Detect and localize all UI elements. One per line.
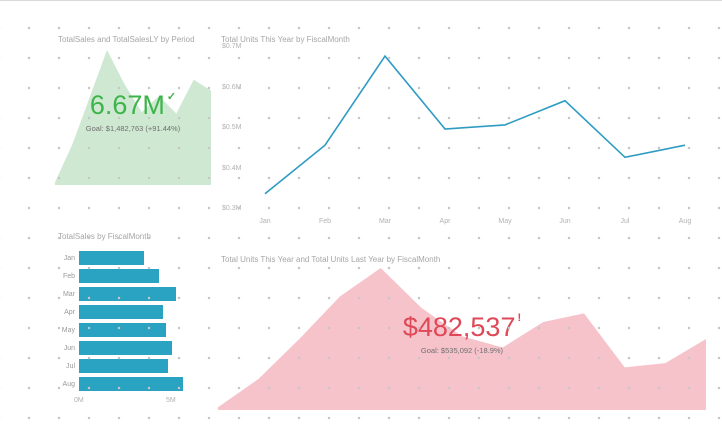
bar-category-label: Jul [66, 362, 75, 370]
x-axis-tick-label: Mar [378, 218, 392, 225]
tile-title: TotalSales and TotalSalesLY by Period [58, 35, 195, 44]
kpi-value-block: $482,537! Goal: $535,092 (-18.9%) [218, 312, 706, 355]
bar-row: Apr [55, 303, 215, 321]
bar-apr[interactable] [79, 305, 163, 319]
kpi-value-block: 6.67M ✓ Goal: $1,482,763 (+91.44%) [55, 90, 211, 133]
x-axis-tick-label: 5M [166, 397, 176, 404]
y-axis-tick-label: $0.3M [222, 205, 242, 212]
y-axis-tick-label: $0.5M [222, 124, 242, 131]
bar-jul[interactable] [79, 359, 169, 373]
kpi-totalsales-tile[interactable]: TotalSales and TotalSalesLY by Period 6.… [55, 28, 211, 189]
bar-category-label: Jun [63, 344, 75, 352]
y-axis-tick-label: $0.4M [222, 164, 242, 172]
bar-x-axis: 0M 5M [55, 397, 215, 407]
tile-title: Total Units This Year and Total Units La… [221, 255, 441, 264]
y-axis-tick-label: $0.6M [222, 83, 242, 91]
x-axis-tick-label: May [498, 218, 512, 225]
bar-category-label: Mar [62, 290, 75, 298]
x-axis-tick-label: Aug [678, 218, 692, 225]
x-axis-tick-label: 0M [74, 397, 84, 404]
kpi-value: $482,537 [402, 312, 516, 342]
bar-mar[interactable] [79, 287, 176, 301]
bar-row: Jul [55, 357, 215, 375]
bar-chart-plot: Jan Feb Mar Apr May Jun Jul Aug [55, 249, 215, 393]
bar-feb[interactable] [79, 269, 159, 283]
kpi-goal-text: Goal: $535,092 (-18.9%) [420, 346, 504, 355]
bar-row: Feb [55, 267, 215, 285]
line-series-total-units[interactable] [264, 54, 686, 195]
bar-may[interactable] [79, 323, 167, 337]
bar-category-label: Jan [63, 254, 75, 262]
bar-category-label: Feb [62, 272, 75, 280]
bar-category-label: May [61, 326, 75, 334]
bar-jun[interactable] [79, 341, 172, 355]
bar-category-label: Apr [64, 308, 75, 316]
bar-row: Aug [55, 375, 215, 393]
bar-chart-totalsales-tile[interactable]: TotalSales by FiscalMonth Jan Feb Mar Apr Ma… [55, 225, 215, 417]
bar-jan[interactable] [79, 251, 145, 265]
line-chart-plot [264, 54, 686, 195]
x-axis-tick-label: Jan [259, 218, 271, 225]
bar-row: Jan [55, 249, 215, 267]
bar-category-label: Aug [62, 380, 75, 388]
line-chart-total-units-tile[interactable]: Total Units This Year by FiscalMonth $0.… [218, 28, 706, 225]
x-axis-tick-label: Jun [559, 218, 571, 225]
tile-title: TotalSales by FiscalMonth [58, 232, 151, 241]
kpi-goal-text: Goal: $1,482,763 (+91.44%) [85, 124, 181, 133]
x-axis-tick-label: Jul [620, 218, 630, 225]
x-axis-tick-label: Apr [439, 218, 451, 225]
goal-missed-alert-icon: ! [517, 312, 522, 324]
x-axis-tick-label: Feb [318, 218, 332, 225]
kpi-total-units-tile[interactable]: Total Units This Year and Total Units La… [218, 248, 706, 416]
bar-row: Mar [55, 285, 215, 303]
goal-met-check-icon: ✓ [166, 91, 177, 103]
y-axis-tick-label: $0.7M [222, 43, 242, 50]
bar-row: Jun [55, 339, 215, 357]
kpi-value: 6.67M [89, 90, 165, 120]
bar-aug[interactable] [79, 377, 184, 391]
bar-row: May [55, 321, 215, 339]
